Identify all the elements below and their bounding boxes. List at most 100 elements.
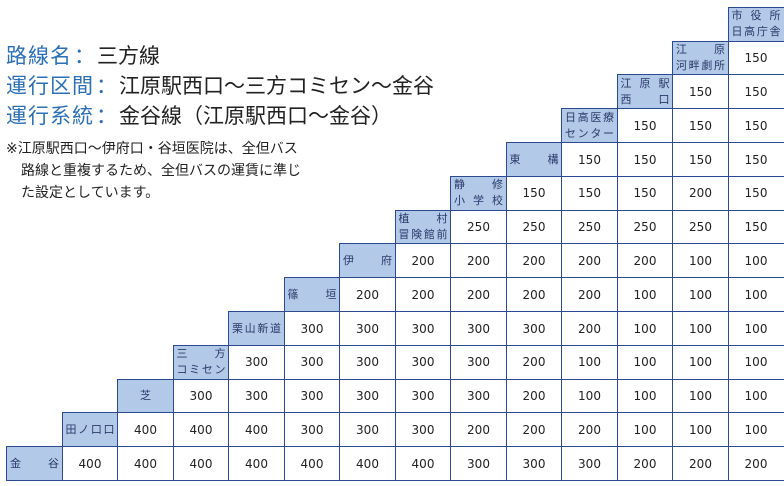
- stop-header: 田ノ口口: [61, 412, 119, 448]
- fare-cell: 400: [61, 446, 119, 482]
- fare-cell: 300: [561, 446, 618, 482]
- fare-cell: 200: [450, 277, 507, 313]
- fare-cell: 300: [450, 311, 507, 347]
- fare-cell: 150: [727, 142, 784, 178]
- route-section-line: 運行区間：江原駅西口〜三方コミセン〜金谷: [6, 70, 434, 100]
- fare-cell: 400: [228, 412, 285, 448]
- fare-cell: 300: [283, 412, 341, 448]
- stop-header: 芝: [117, 378, 174, 414]
- stop-name-line2: 冒険館前: [398, 228, 448, 242]
- stop-name-line1: 植 村: [398, 212, 448, 226]
- stop-header: 日高医療 センター: [561, 108, 618, 144]
- route-name-line: 路線名：三方線: [6, 40, 434, 70]
- stop-header: 三 方コミセン: [172, 344, 230, 381]
- stop-name-line2: 西 口: [620, 93, 670, 107]
- fare-cell: 200: [505, 277, 563, 313]
- fare-cell: 300: [505, 311, 563, 347]
- fare-cell: 300: [450, 344, 507, 381]
- fare-cell: 300: [228, 378, 285, 414]
- stop-header: 金 谷: [6, 446, 63, 482]
- stop-name-line1: 金 谷: [10, 456, 59, 470]
- fare-cell: 150: [727, 74, 784, 110]
- fare-cell: 300: [394, 378, 452, 414]
- fare-cell: 250: [672, 209, 729, 245]
- fare-cell: 200: [727, 446, 784, 482]
- fare-cell: 200: [505, 243, 563, 279]
- fare-cell: 300: [394, 311, 452, 347]
- fare-cell: 100: [616, 378, 674, 414]
- fare-cell: 100: [672, 311, 729, 347]
- fare-cell: 100: [561, 378, 618, 414]
- stop-header: 篠 垣: [283, 277, 341, 313]
- fare-cell: 300: [394, 412, 452, 448]
- fare-cell: 100: [727, 243, 784, 279]
- fare-cell: 300: [339, 344, 396, 381]
- stop-header: 東 構: [505, 142, 563, 178]
- fare-cell: 150: [505, 175, 563, 212]
- stop-name-line1: 田ノ口口: [65, 423, 115, 437]
- stop-name-line1: 篠 垣: [287, 287, 337, 301]
- fare-cell: 400: [117, 446, 174, 482]
- fare-cell: 100: [672, 378, 729, 414]
- fare-cell: 200: [505, 344, 563, 381]
- fare-cell: 200: [561, 277, 618, 313]
- note-line: ※江原駅西口〜伊府口・谷垣医院は、全但バス: [6, 141, 298, 157]
- note-line: た設定としています。: [21, 185, 160, 201]
- fare-cell: 200: [616, 446, 674, 482]
- route-system-value: 金谷線（江原駅西口〜金谷）: [119, 104, 392, 128]
- fare-cell: 100: [727, 412, 784, 448]
- fare-cell: 100: [616, 412, 674, 448]
- fare-cell: 300: [228, 344, 285, 381]
- stop-header: 市 役 所日高庁舎: [727, 6, 784, 43]
- route-name-label: 路線名: [6, 44, 72, 68]
- stop-header: 植 村冒険館前: [394, 209, 452, 245]
- fare-cell: 150: [616, 175, 674, 212]
- fare-cell: 150: [727, 108, 784, 144]
- fare-cell: 400: [394, 446, 452, 482]
- stop-header: 江 原河畔劇所: [672, 40, 729, 76]
- fare-cell: 200: [672, 446, 729, 482]
- fare-cell: 400: [283, 446, 341, 482]
- fare-cell: 300: [283, 378, 341, 414]
- fare-cell: 250: [505, 209, 563, 245]
- fare-cell: 100: [616, 311, 674, 347]
- fare-cell: 200: [561, 412, 618, 448]
- stop-name-line1: 芝: [140, 389, 151, 403]
- note-line: 路線と重複するため、全但バスの運賃に準じ: [21, 163, 301, 179]
- fare-cell: 300: [339, 378, 396, 414]
- fare-cell: 100: [672, 412, 729, 448]
- fare-cell: 200: [394, 243, 452, 279]
- fare-cell: 150: [727, 40, 784, 76]
- stop-header: 江 原 駅西 口: [616, 74, 674, 110]
- colon: ：: [96, 74, 117, 98]
- stop-name-line1: 伊 府: [343, 254, 392, 268]
- stop-name-line2: 日高庁舎: [731, 25, 781, 39]
- route-name-value: 三方線: [97, 44, 160, 68]
- fare-cell: 200: [616, 243, 674, 279]
- stop-header: 静 修小 学 校: [450, 175, 507, 212]
- fare-cell: 100: [672, 344, 729, 381]
- stop-name-line1: 東 構: [509, 152, 559, 166]
- fare-cell: 100: [672, 277, 729, 313]
- route-section-label: 運行区間: [6, 74, 94, 98]
- fare-cell: 150: [727, 209, 784, 245]
- fare-cell: 400: [117, 412, 174, 448]
- fare-cell: 100: [672, 243, 729, 279]
- fare-cell: 300: [172, 378, 230, 414]
- fare-cell: 200: [339, 277, 396, 313]
- stop-header: 伊 府: [339, 243, 396, 279]
- fare-cell: 150: [672, 108, 729, 144]
- fare-cell: 150: [616, 142, 674, 178]
- stop-header: 栗山新道: [228, 311, 285, 347]
- stop-name-line1: 江 原: [676, 43, 725, 57]
- fare-cell: 150: [616, 108, 674, 144]
- fare-cell: 100: [727, 277, 784, 313]
- fare-cell: 400: [228, 446, 285, 482]
- stop-name-line1: 静 修: [454, 178, 503, 192]
- fare-cell: 100: [727, 311, 784, 347]
- fare-cell: 300: [505, 446, 563, 482]
- fare-cell: 300: [394, 344, 452, 381]
- fare-cell: 150: [672, 74, 729, 110]
- colon: ：: [96, 104, 117, 128]
- stop-name-line2: 河畔劇所: [676, 59, 725, 73]
